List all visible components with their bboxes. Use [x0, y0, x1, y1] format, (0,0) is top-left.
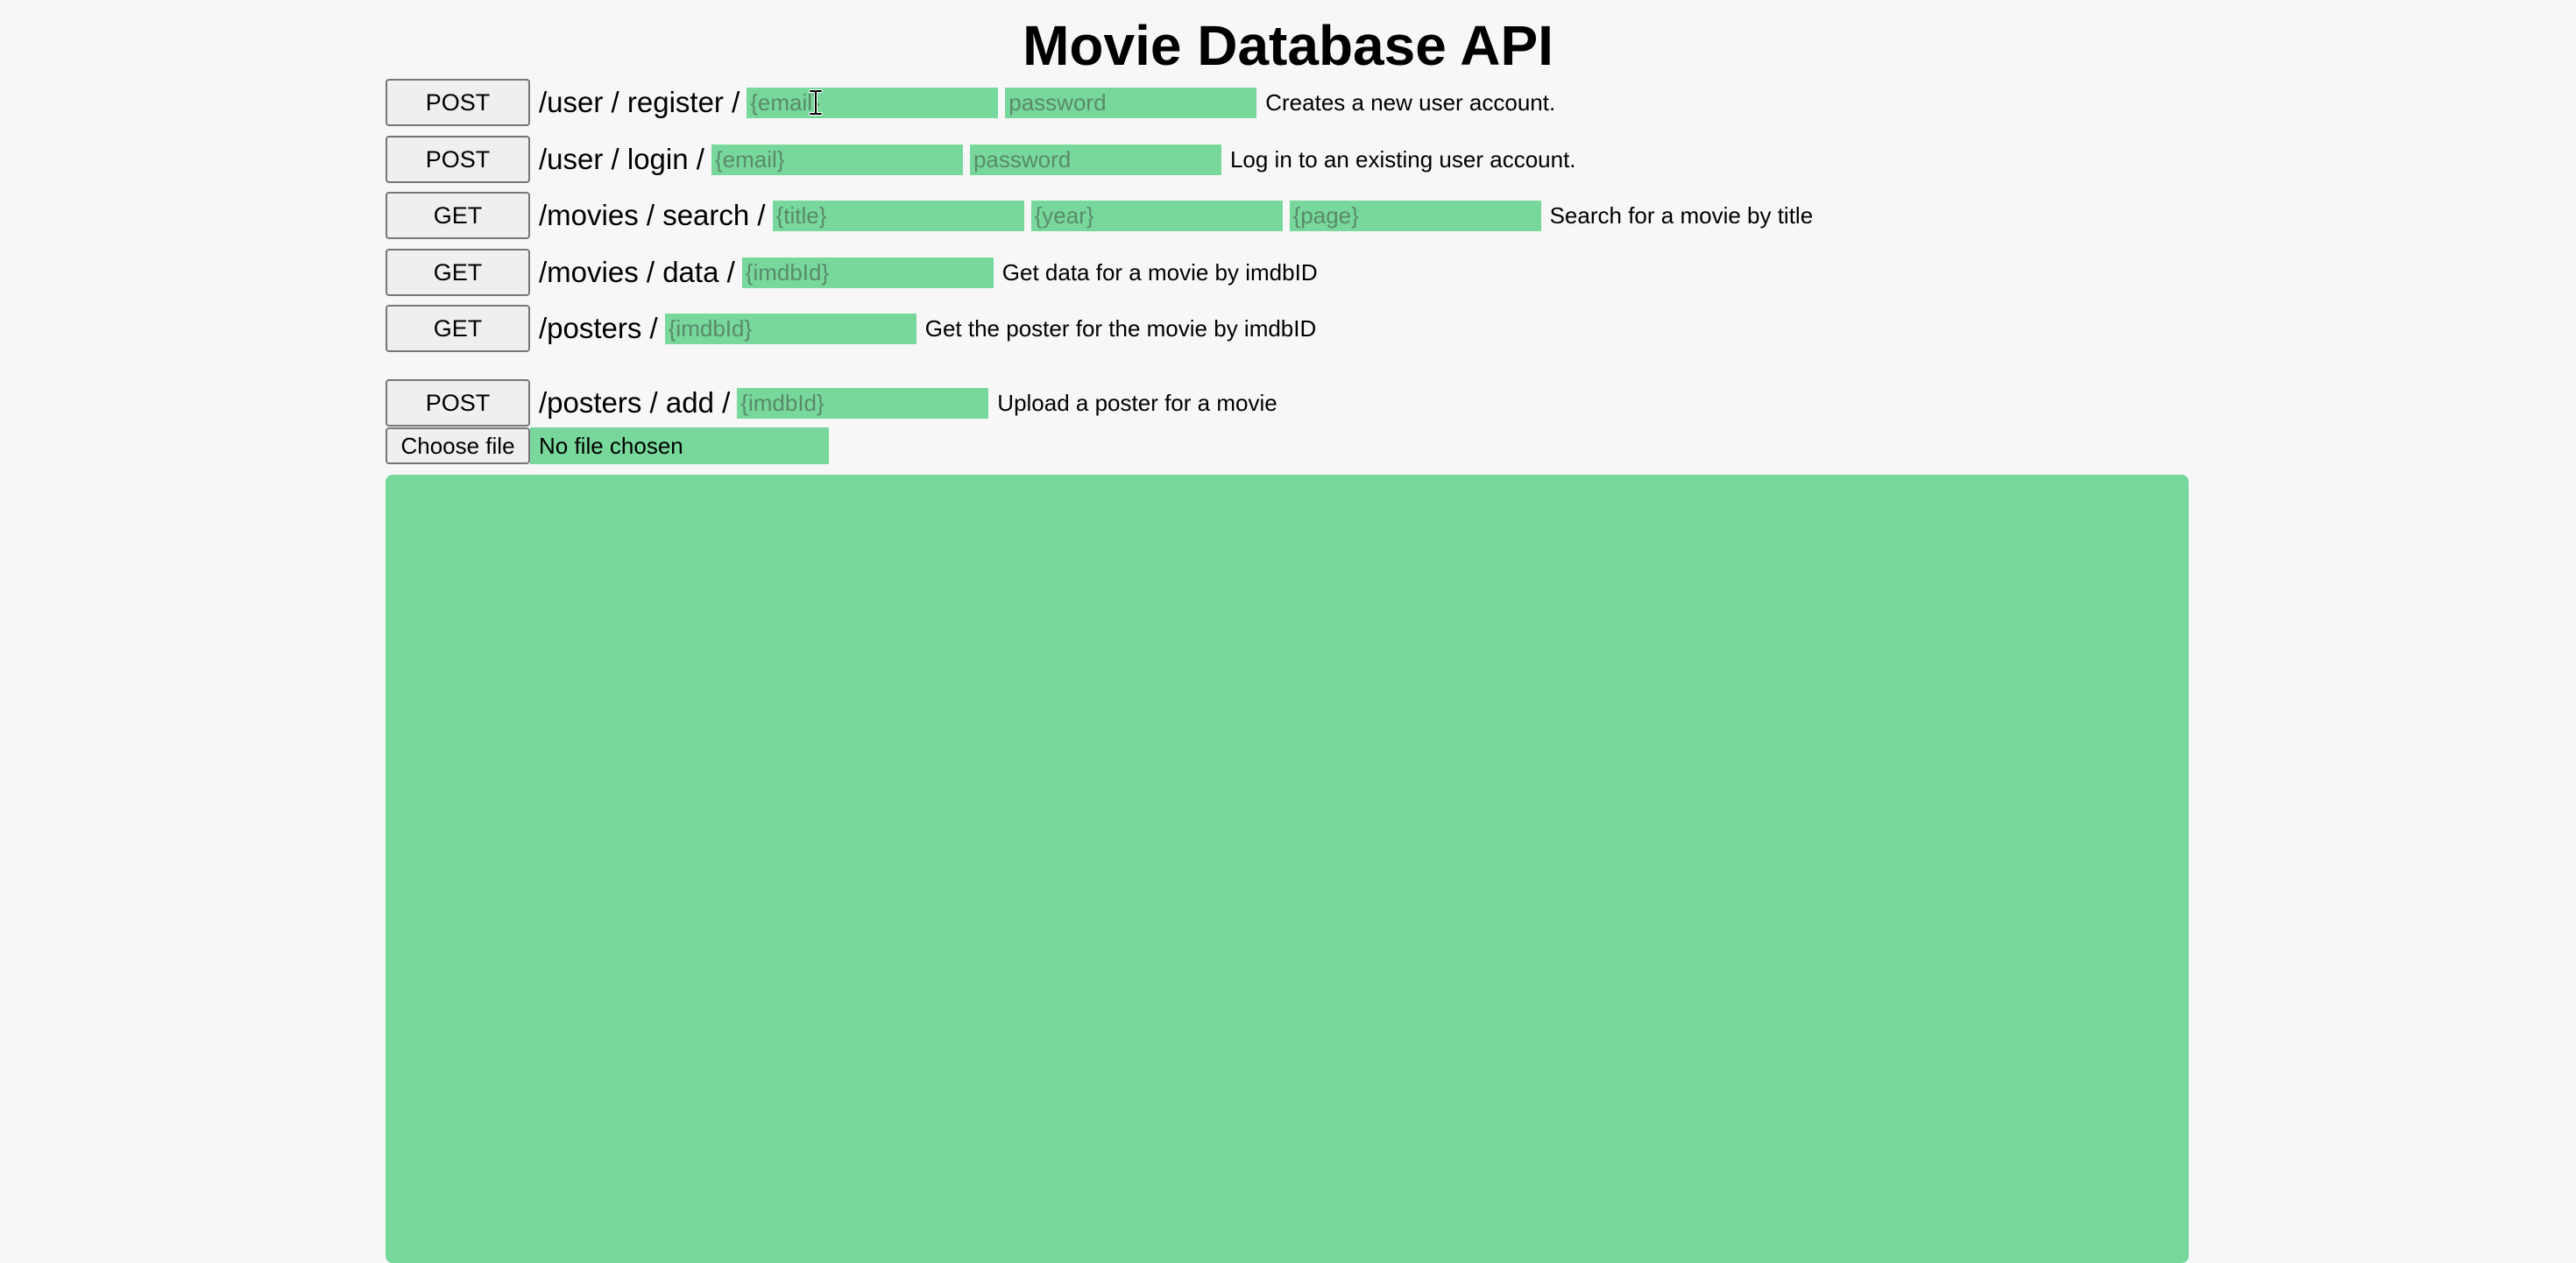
page-title: Movie Database API: [1023, 14, 1553, 77]
data-imdbid-input[interactable]: [741, 257, 994, 288]
file-status-label: No file chosen: [530, 427, 829, 464]
search-path: /movies / search /: [539, 199, 766, 231]
text-cursor-icon: [809, 89, 823, 116]
response-output-area[interactable]: [386, 475, 2189, 1263]
data-get-button[interactable]: GET: [386, 249, 530, 296]
endpoint-row-posters-add: POST /posters / add / Upload a poster fo…: [386, 379, 1277, 427]
endpoint-row-login: POST /user / login / Log in to an existi…: [386, 136, 1576, 183]
search-description: Search for a movie by title: [1549, 201, 1814, 229]
posters-get-button[interactable]: GET: [386, 305, 530, 352]
posters-imdbid-input[interactable]: [664, 313, 916, 344]
search-page-input[interactable]: [1289, 200, 1541, 231]
endpoint-row-posters: GET /posters / Get the poster for the mo…: [386, 305, 1316, 352]
posters-path: /posters /: [539, 312, 658, 344]
register-post-button[interactable]: POST: [386, 79, 530, 126]
endpoint-row-register: POST /user / register / Creates a new us…: [386, 79, 1555, 126]
login-path: /user / login /: [539, 143, 704, 175]
register-email-input[interactable]: [747, 87, 999, 118]
login-email-input[interactable]: [711, 144, 963, 175]
endpoint-row-data: GET /movies / data / Get data for a movi…: [386, 249, 1318, 296]
register-path: /user / register /: [539, 86, 740, 118]
register-description: Creates a new user account.: [1265, 88, 1556, 116]
search-year-input[interactable]: [1030, 200, 1283, 231]
login-post-button[interactable]: POST: [386, 136, 530, 183]
posters-add-description: Upload a poster for a movie: [997, 389, 1277, 416]
endpoint-row-search: GET /movies / search / Search for a movi…: [386, 192, 1813, 239]
register-password-input[interactable]: [1005, 87, 1257, 118]
login-password-input[interactable]: [969, 144, 1221, 175]
file-upload: Choose file No file chosen: [386, 427, 829, 464]
posters-add-post-button[interactable]: POST: [386, 379, 530, 427]
posters-add-imdbid-input[interactable]: [737, 387, 989, 419]
data-path: /movies / data /: [539, 256, 735, 288]
posters-description: Get the poster for the movie by imdbID: [924, 314, 1317, 342]
choose-file-button[interactable]: Choose file: [386, 427, 530, 464]
search-title-input[interactable]: [772, 200, 1024, 231]
data-description: Get data for a movie by imdbID: [1001, 258, 1318, 286]
login-description: Log in to an existing user account.: [1229, 145, 1576, 173]
posters-add-path: /posters / add /: [539, 386, 731, 419]
search-get-button[interactable]: GET: [386, 192, 530, 239]
